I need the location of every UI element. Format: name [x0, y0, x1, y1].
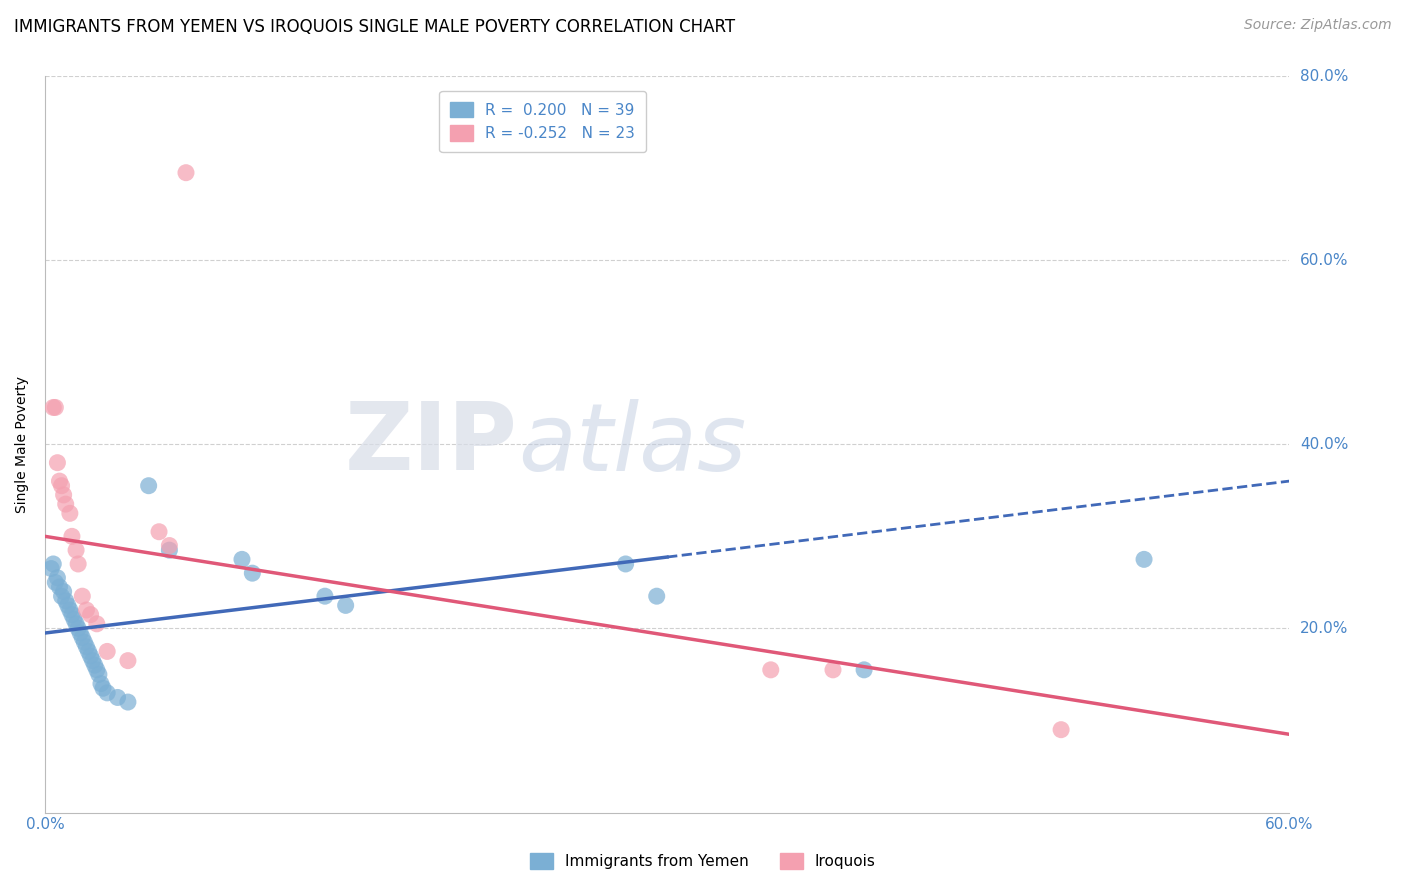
Point: [107, 690, 129, 705]
Point: [42, 401, 65, 415]
Point: [44, 575, 66, 590]
Point: [75, 640, 97, 654]
Point: [148, 524, 170, 539]
Point: [59, 603, 82, 617]
Point: [157, 539, 180, 553]
Point: [645, 589, 668, 603]
Point: [69, 626, 91, 640]
Point: [117, 654, 139, 668]
Point: [73, 635, 96, 649]
Point: [72, 589, 94, 603]
Point: [138, 479, 160, 493]
Point: [91, 681, 114, 696]
Point: [44, 401, 66, 415]
Text: 40.0%: 40.0%: [1301, 437, 1348, 451]
Point: [174, 166, 197, 180]
Point: [48, 474, 70, 488]
Point: [48, 580, 70, 594]
Point: [87, 667, 110, 681]
Point: [55, 594, 77, 608]
Text: 60.0%: 60.0%: [1301, 252, 1348, 268]
Point: [46, 571, 69, 585]
Point: [82, 654, 104, 668]
Point: [56, 599, 79, 613]
Text: Source: ZipAtlas.com: Source: ZipAtlas.com: [1244, 18, 1392, 32]
Point: [614, 557, 637, 571]
Point: [51, 589, 73, 603]
Point: [335, 599, 357, 613]
Point: [42, 557, 65, 571]
Text: atlas: atlas: [517, 399, 747, 490]
Point: [51, 479, 73, 493]
Point: [79, 648, 101, 663]
Point: [314, 589, 336, 603]
Point: [60, 607, 83, 622]
Point: [67, 621, 90, 635]
Point: [90, 676, 112, 690]
Point: [39, 561, 62, 575]
Point: [86, 616, 108, 631]
Point: [75, 603, 97, 617]
Point: [65, 616, 87, 631]
Legend: R =  0.200   N = 39, R = -0.252   N = 23: R = 0.200 N = 39, R = -0.252 N = 23: [440, 91, 645, 152]
Point: [853, 663, 876, 677]
Legend: Immigrants from Yemen, Iroquois: Immigrants from Yemen, Iroquois: [524, 847, 882, 875]
Text: 80.0%: 80.0%: [1301, 69, 1348, 84]
Text: ZIP: ZIP: [344, 399, 517, 491]
Point: [79, 607, 101, 622]
Point: [231, 552, 253, 566]
Point: [117, 695, 139, 709]
Point: [63, 612, 86, 626]
Point: [96, 686, 118, 700]
Text: IMMIGRANTS FROM YEMEN VS IROQUOIS SINGLE MALE POVERTY CORRELATION CHART: IMMIGRANTS FROM YEMEN VS IROQUOIS SINGLE…: [14, 18, 735, 36]
Point: [65, 543, 87, 558]
Point: [240, 566, 263, 581]
Point: [96, 644, 118, 658]
Point: [59, 506, 82, 520]
Point: [1133, 552, 1156, 566]
Point: [67, 557, 90, 571]
Point: [1050, 723, 1073, 737]
Point: [55, 497, 77, 511]
Point: [86, 663, 108, 677]
Point: [759, 663, 782, 677]
Point: [821, 663, 844, 677]
Point: [52, 584, 75, 599]
Point: [72, 631, 94, 645]
Point: [52, 488, 75, 502]
Point: [157, 543, 180, 558]
Y-axis label: Single Male Poverty: Single Male Poverty: [15, 376, 30, 513]
Point: [77, 644, 100, 658]
Point: [60, 529, 83, 543]
Text: 20.0%: 20.0%: [1301, 621, 1348, 636]
Point: [46, 456, 69, 470]
Point: [83, 658, 105, 673]
